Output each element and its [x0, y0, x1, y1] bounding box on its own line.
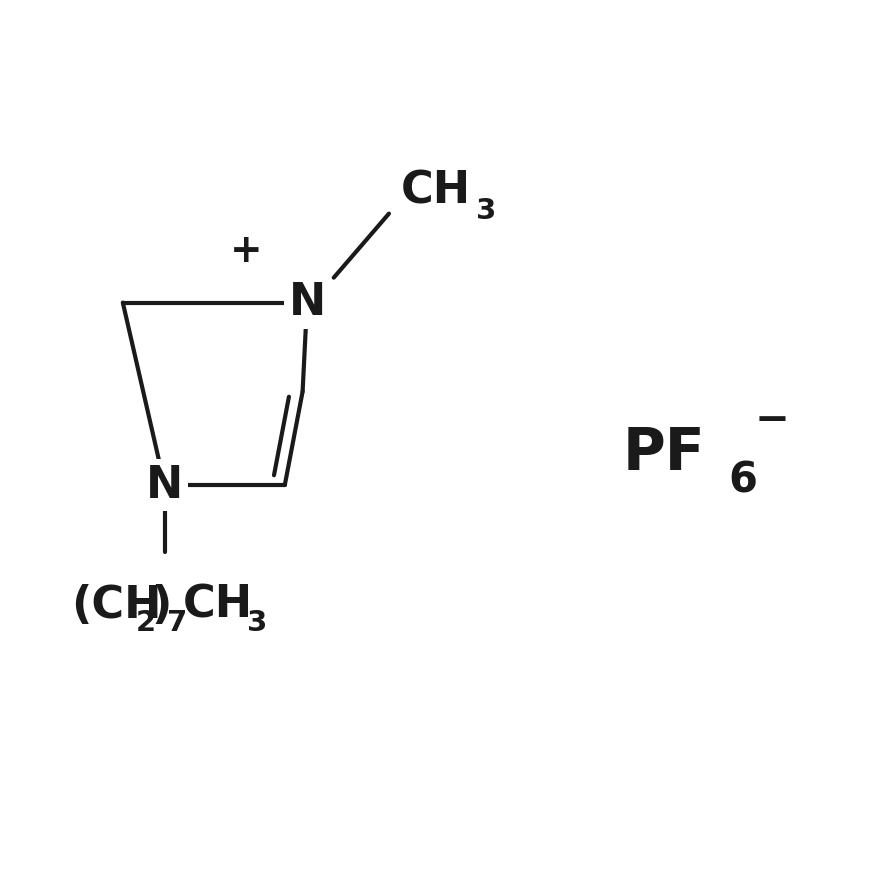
Text: (CH: (CH — [71, 584, 162, 627]
Text: 2: 2 — [135, 609, 156, 637]
Text: N: N — [146, 464, 183, 506]
Text: 3: 3 — [247, 609, 267, 637]
Text: ): ) — [151, 584, 172, 627]
Text: CH: CH — [400, 170, 471, 213]
Text: +: + — [231, 232, 263, 270]
Text: −: − — [755, 399, 789, 441]
Text: 3: 3 — [476, 197, 497, 225]
Text: CH: CH — [182, 584, 253, 627]
Text: N: N — [288, 281, 326, 324]
Text: 6: 6 — [728, 459, 757, 502]
Text: 7: 7 — [167, 609, 188, 637]
Text: PF: PF — [623, 425, 706, 482]
